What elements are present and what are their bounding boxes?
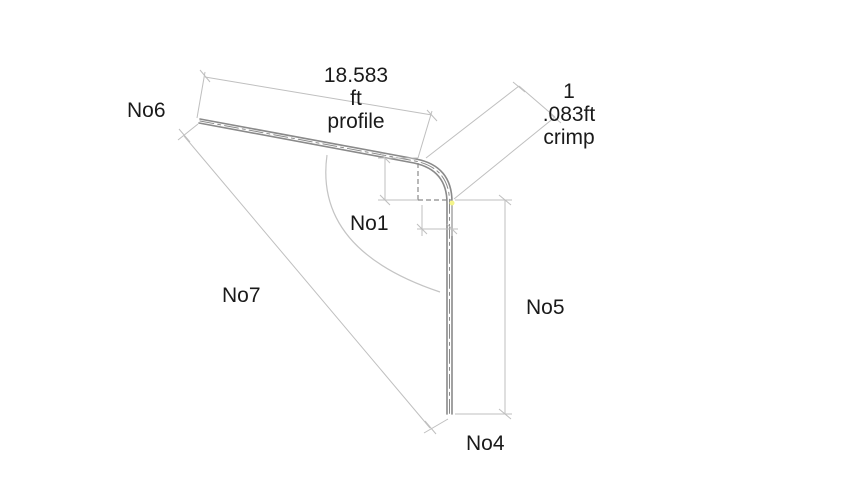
- dimension-no5: [455, 194, 512, 420]
- crimp-value-line2: .083ft: [542, 103, 596, 126]
- bend-construction-lines: [417, 163, 452, 201]
- dimension-no7: [177, 123, 449, 435]
- dimension-no1: [378, 152, 458, 236]
- label-no1: No1: [350, 212, 389, 235]
- label-no4: No4: [466, 432, 505, 455]
- crimp-name: crimp: [543, 126, 595, 149]
- profile-name: profile: [327, 110, 385, 133]
- profile-line-inner: [198, 122, 448, 415]
- label-no6: No6: [127, 99, 166, 122]
- crimp-value-line1: 1: [563, 80, 575, 103]
- profile-dimension-label: 18.583 ft profile: [306, 64, 406, 133]
- profile-unit: ft: [350, 87, 362, 110]
- profile-center-dashed: [199, 120, 450, 415]
- dimension-crimp: [425, 81, 562, 200]
- profile-value: 18.583: [323, 64, 389, 87]
- angle-arc: [325, 154, 441, 293]
- bend-end-point: [449, 200, 455, 206]
- crimp-dimension-label: 1 .083ft crimp: [519, 80, 619, 149]
- label-no5: No5: [526, 296, 565, 319]
- label-no7: No7: [222, 284, 261, 307]
- profile-edge: [198, 118, 453, 415]
- dimension-profile: [196, 69, 438, 159]
